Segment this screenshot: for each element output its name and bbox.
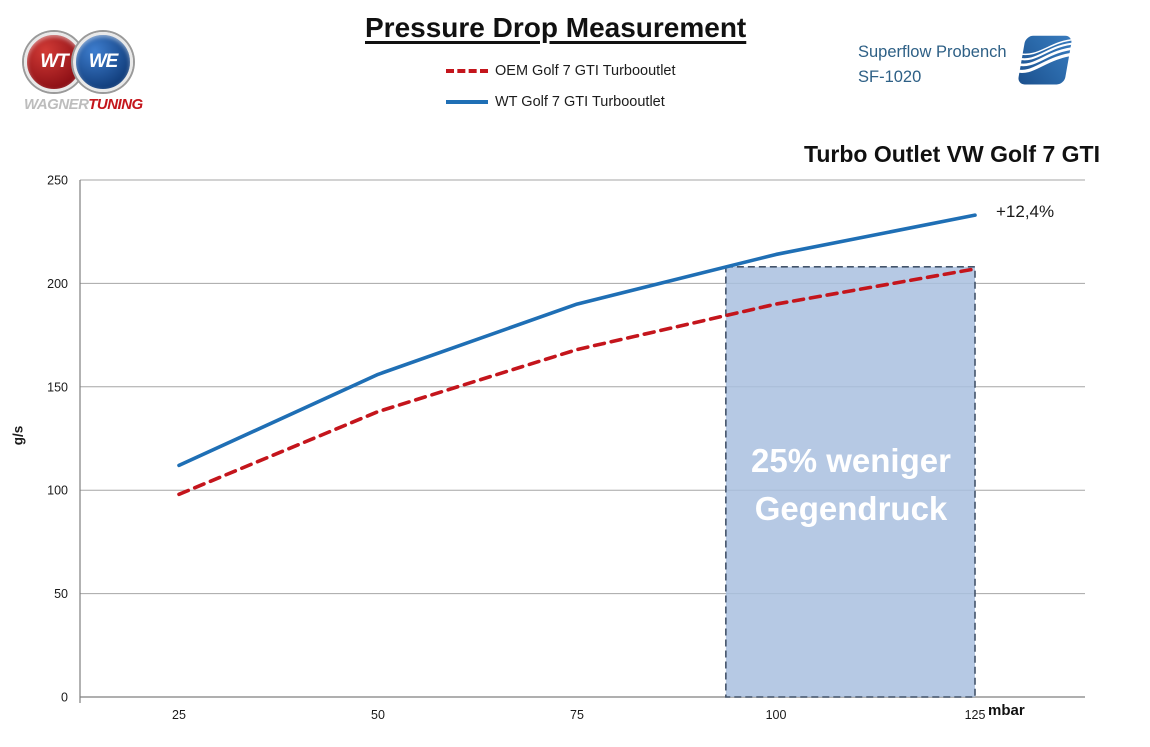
x-tick-label: 125: [965, 708, 986, 722]
we-badge-letters: WE: [88, 51, 119, 72]
x-axis-unit-label: mbar: [988, 702, 1025, 719]
wt-solid-line-swatch: [446, 100, 488, 104]
highlight-region-label-line2: Gegendruck: [754, 490, 948, 527]
x-tick-label: 50: [371, 708, 385, 722]
y-tick-label: 150: [47, 380, 68, 394]
test-bench-caption: Superflow Probench SF-1020: [858, 40, 1007, 90]
bench-name: Superflow Probench: [858, 43, 1007, 61]
chart-legend: OEM Golf 7 GTI Turbooutlet WT Golf 7 GTI…: [446, 62, 676, 124]
y-axis-label: g/s: [10, 425, 26, 446]
y-tick-label: 250: [47, 174, 68, 188]
x-tick-label: 100: [766, 708, 787, 722]
superflow-logo-icon: [1013, 33, 1079, 96]
wt-series-line: [177, 213, 977, 468]
highlight-region: [725, 266, 976, 698]
legend-label-wt: WT Golf 7 GTI Turbooutlet: [495, 94, 665, 110]
y-tick-label: 200: [47, 277, 68, 291]
page-title: Pressure Drop Measurement: [365, 12, 747, 43]
legend-item-wt: WT Golf 7 GTI Turbooutlet: [446, 93, 676, 111]
chart-title: Turbo Outlet VW Golf 7 GTI: [804, 141, 1100, 167]
legend-item-oem: OEM Golf 7 GTI Turbooutlet: [446, 62, 676, 80]
oem-series-line: [177, 267, 977, 497]
wagner-badges: WT WE: [24, 32, 164, 92]
tuning-wordmark-part: TUNING: [88, 96, 143, 113]
y-tick-label: 50: [54, 587, 68, 601]
y-tick-label: 100: [47, 484, 68, 498]
oem-dashed-line-swatch: [446, 69, 488, 73]
we-blue-badge-icon: WE: [73, 32, 133, 92]
gain-annotation: +12,4%: [996, 202, 1055, 221]
highlight-region-label: 25% weniger Gegendruck: [728, 437, 974, 533]
bench-model: SF-1020: [858, 68, 922, 86]
chart-canvas: 0 50 100 150 200 250 25 50 75 100 125: [47, 174, 1085, 722]
x-tick-label: 75: [570, 708, 584, 722]
legend-label-oem: OEM Golf 7 GTI Turbooutlet: [495, 63, 676, 79]
wt-badge-letters: WT: [40, 51, 69, 72]
wagner-wordmark-part: WAGNER: [24, 96, 89, 113]
x-tick-label: 25: [172, 708, 186, 722]
wagner-tuning-logo: WT WE WAGNERTUNING: [24, 32, 164, 113]
wagner-tuning-wordmark: WAGNERTUNING: [24, 96, 164, 113]
highlight-region-label-line1: 25% weniger: [751, 442, 951, 479]
y-tick-label: 0: [61, 691, 68, 705]
